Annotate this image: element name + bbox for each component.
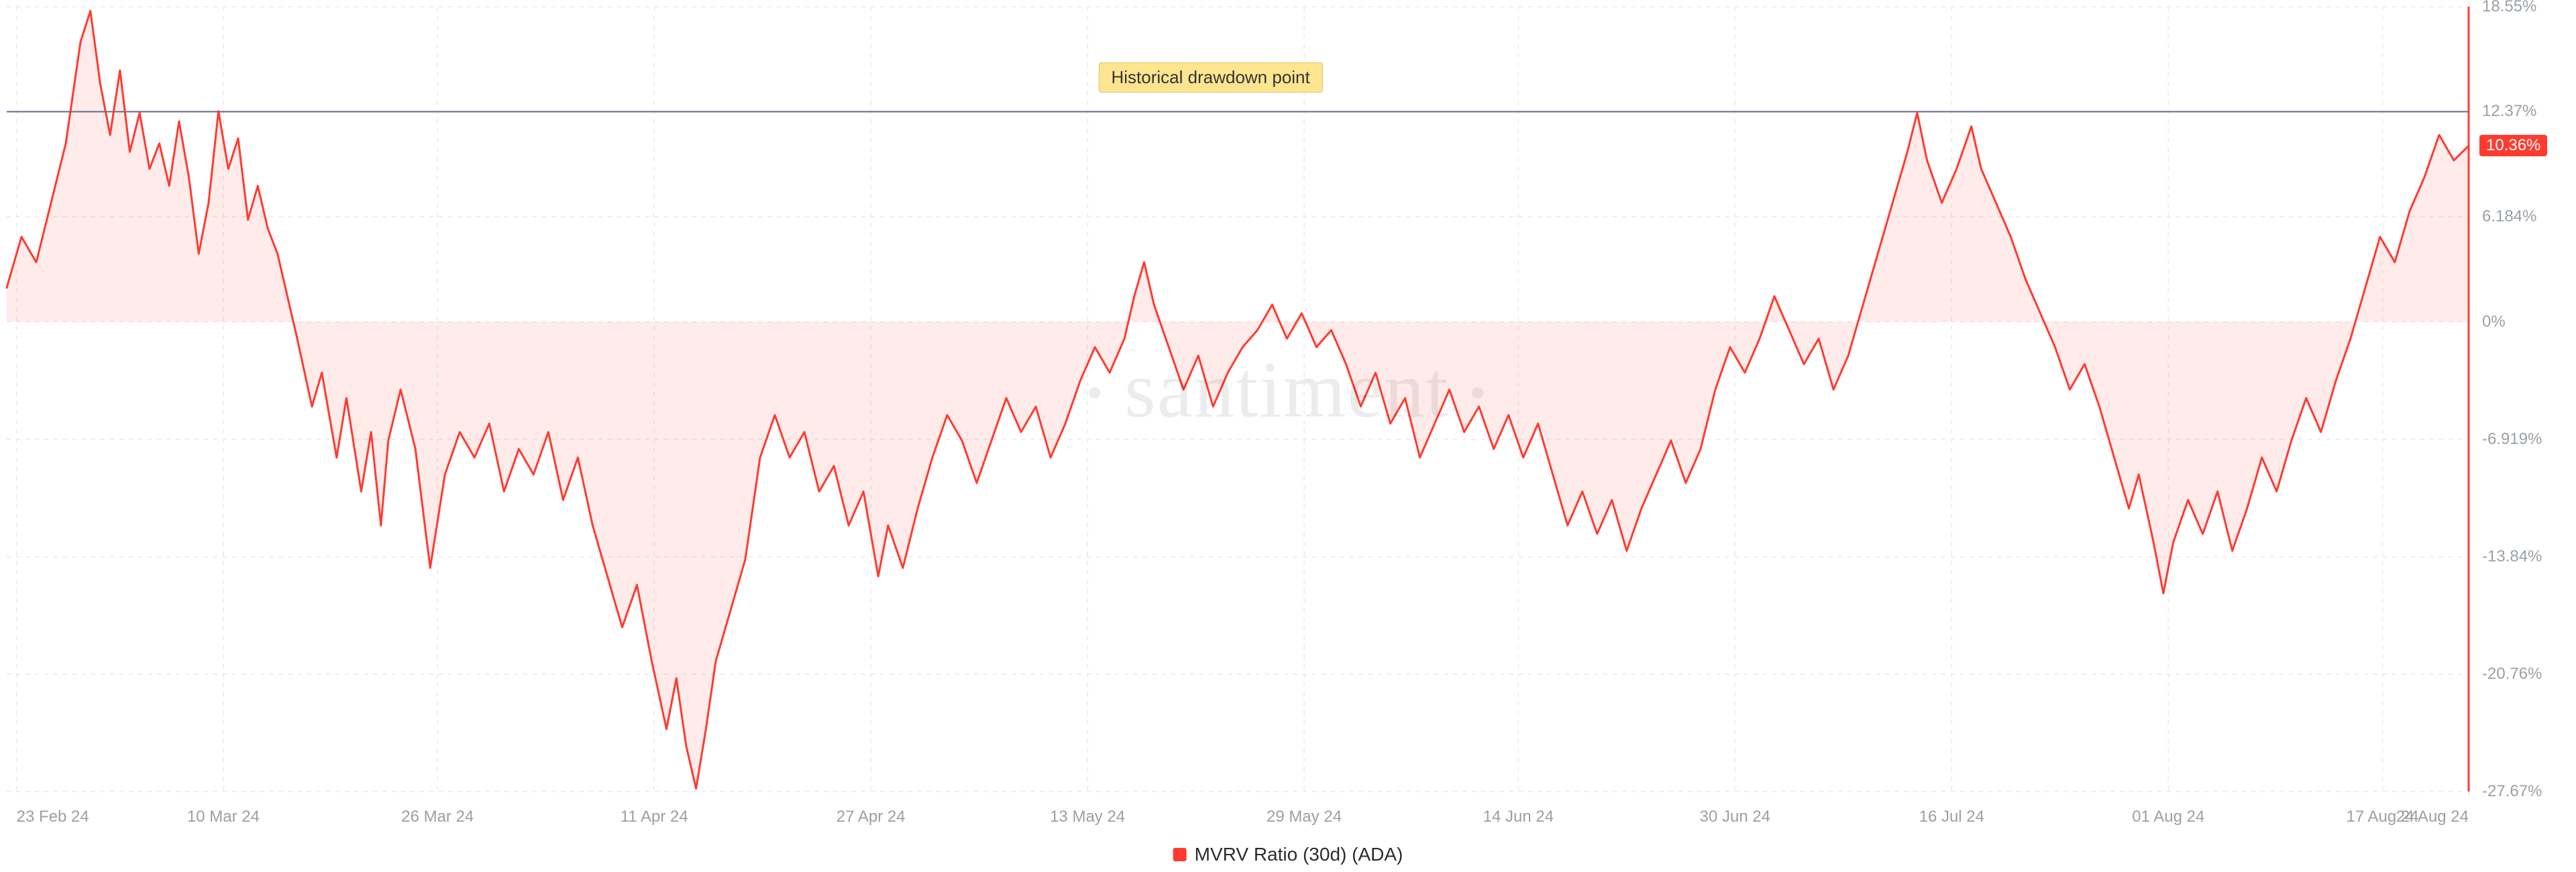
x-tick-label: 30 Jun 24 [1700, 808, 1770, 826]
legend: MVRV Ratio (30d) (ADA) [1173, 844, 1403, 865]
y-tick-label: -13.84% [2482, 547, 2542, 566]
x-tick-label: 24 Aug 24 [2396, 808, 2469, 826]
series-area-fill [7, 11, 2469, 788]
x-tick-label: 01 Aug 24 [2132, 808, 2204, 826]
y-tick-label: 12.37% [2482, 102, 2536, 121]
x-tick-label: 29 May 24 [1267, 808, 1342, 826]
y-tick-label: 18.55% [2482, 0, 2536, 16]
y-tick-label: -27.67% [2482, 782, 2542, 801]
x-tick-label: 16 Jul 24 [1919, 808, 1984, 826]
x-tick-label: 11 Apr 24 [621, 808, 688, 826]
x-tick-label: 27 Apr 24 [837, 808, 906, 826]
x-tick-label: 26 Mar 24 [401, 808, 474, 826]
x-tick-label: 13 May 24 [1050, 808, 1125, 826]
y-tick-label: 0% [2482, 313, 2506, 331]
chart-svg [0, 0, 2576, 872]
drawdown-annotation: Historical drawdown point [1099, 62, 1323, 93]
x-tick-label: 23 Feb 24 [17, 808, 89, 826]
y-tick-label: -20.76% [2482, 665, 2542, 684]
y-tick-label: -6.919% [2482, 430, 2542, 449]
legend-swatch [1173, 848, 1187, 861]
mvrv-chart: 18.55% 12.37% 6.184% 0% -6.919% -13.84% -20.76… [0, 0, 2576, 872]
y-tick-label: 6.184% [2482, 207, 2536, 226]
current-value-badge: 10.36% [2479, 135, 2547, 156]
x-tick-label: 14 Jun 24 [1483, 808, 1554, 826]
x-tick-label: 10 Mar 24 [187, 808, 260, 826]
legend-label: MVRV Ratio (30d) (ADA) [1195, 844, 1403, 865]
